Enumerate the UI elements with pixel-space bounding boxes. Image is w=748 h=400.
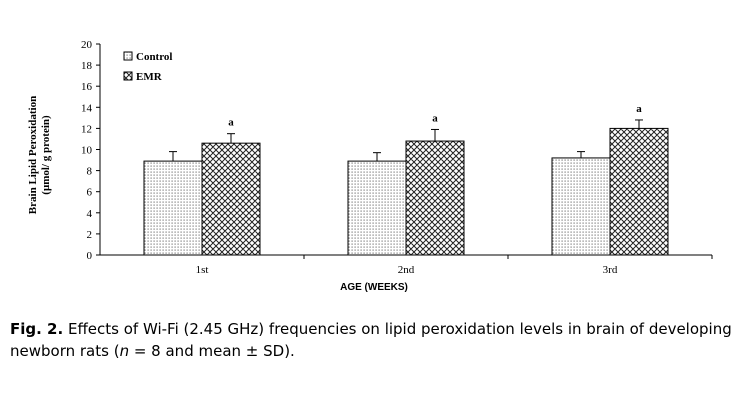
y-axis-unit: (μmol/ g protein) [40,115,52,195]
y-tick-label: 20 [81,39,93,51]
y-tick-label: 16 [81,81,93,93]
bar-emr-3 [609,127,669,256]
error-bar [169,151,177,162]
legend-label-control: Control [136,51,172,63]
bar-control-1 [143,160,203,256]
y-tick-label: 2 [87,229,93,241]
y-tick-label: 10 [81,145,93,157]
x-tick-label: 3rd [603,264,618,276]
legend-swatch-control [123,51,133,61]
error-bar [373,152,381,162]
figure-caption: Fig. 2. Effects of Wi-Fi (2.45 GHz) freq… [10,318,740,362]
error-bar [577,151,585,158]
caption-text-end: = 8 and mean ± SD). [129,342,295,360]
error-bar [227,133,235,144]
caption-text: Effects of Wi-Fi (2.45 GHz) frequencies … [10,320,732,360]
y-tick-label: 18 [81,60,93,72]
bar-control-2 [347,160,407,256]
bar-emr-1 [201,142,261,256]
y-tick-label: 12 [81,123,92,135]
caption-n-symbol: n [119,342,130,360]
bars: a a a [143,103,669,256]
caption-label: Fig. 2. [10,320,64,338]
y-tick-label: 0 [87,250,93,262]
error-bar [431,128,439,142]
y-tick-label: 4 [87,208,93,220]
legend-swatch-emr [123,71,133,81]
x-tick-label: 2nd [398,264,415,276]
y-tick-label: 8 [87,166,93,178]
x-axis-label: AGE (WEEKS) [340,282,408,293]
error-bar [635,119,643,129]
legend: Control EMR [123,51,172,83]
significance-label: a [432,112,438,124]
y-axis-title: Brain Lipid Peroxidation [27,95,39,215]
y-tick-label: 6 [87,187,93,199]
y-tick-label: 14 [81,102,93,114]
y-ticks: 0 2 4 6 8 10 12 14 16 18 20 [81,39,100,262]
x-tick-labels: 1st 2nd 3rd [196,255,713,276]
bar-control-3 [551,157,611,256]
significance-label: a [636,103,642,115]
x-tick-label: 1st [196,264,209,276]
significance-label: a [228,117,234,129]
bar-chart: 0 2 4 6 8 10 12 14 16 18 20 a a a 1st 2nd 3rd Control E… [81,39,713,276]
legend-label-emr: EMR [136,71,163,83]
bar-emr-2 [405,140,465,256]
y-axis-label: Brain Lipid Peroxidation (μmol/ g protei… [18,40,62,270]
